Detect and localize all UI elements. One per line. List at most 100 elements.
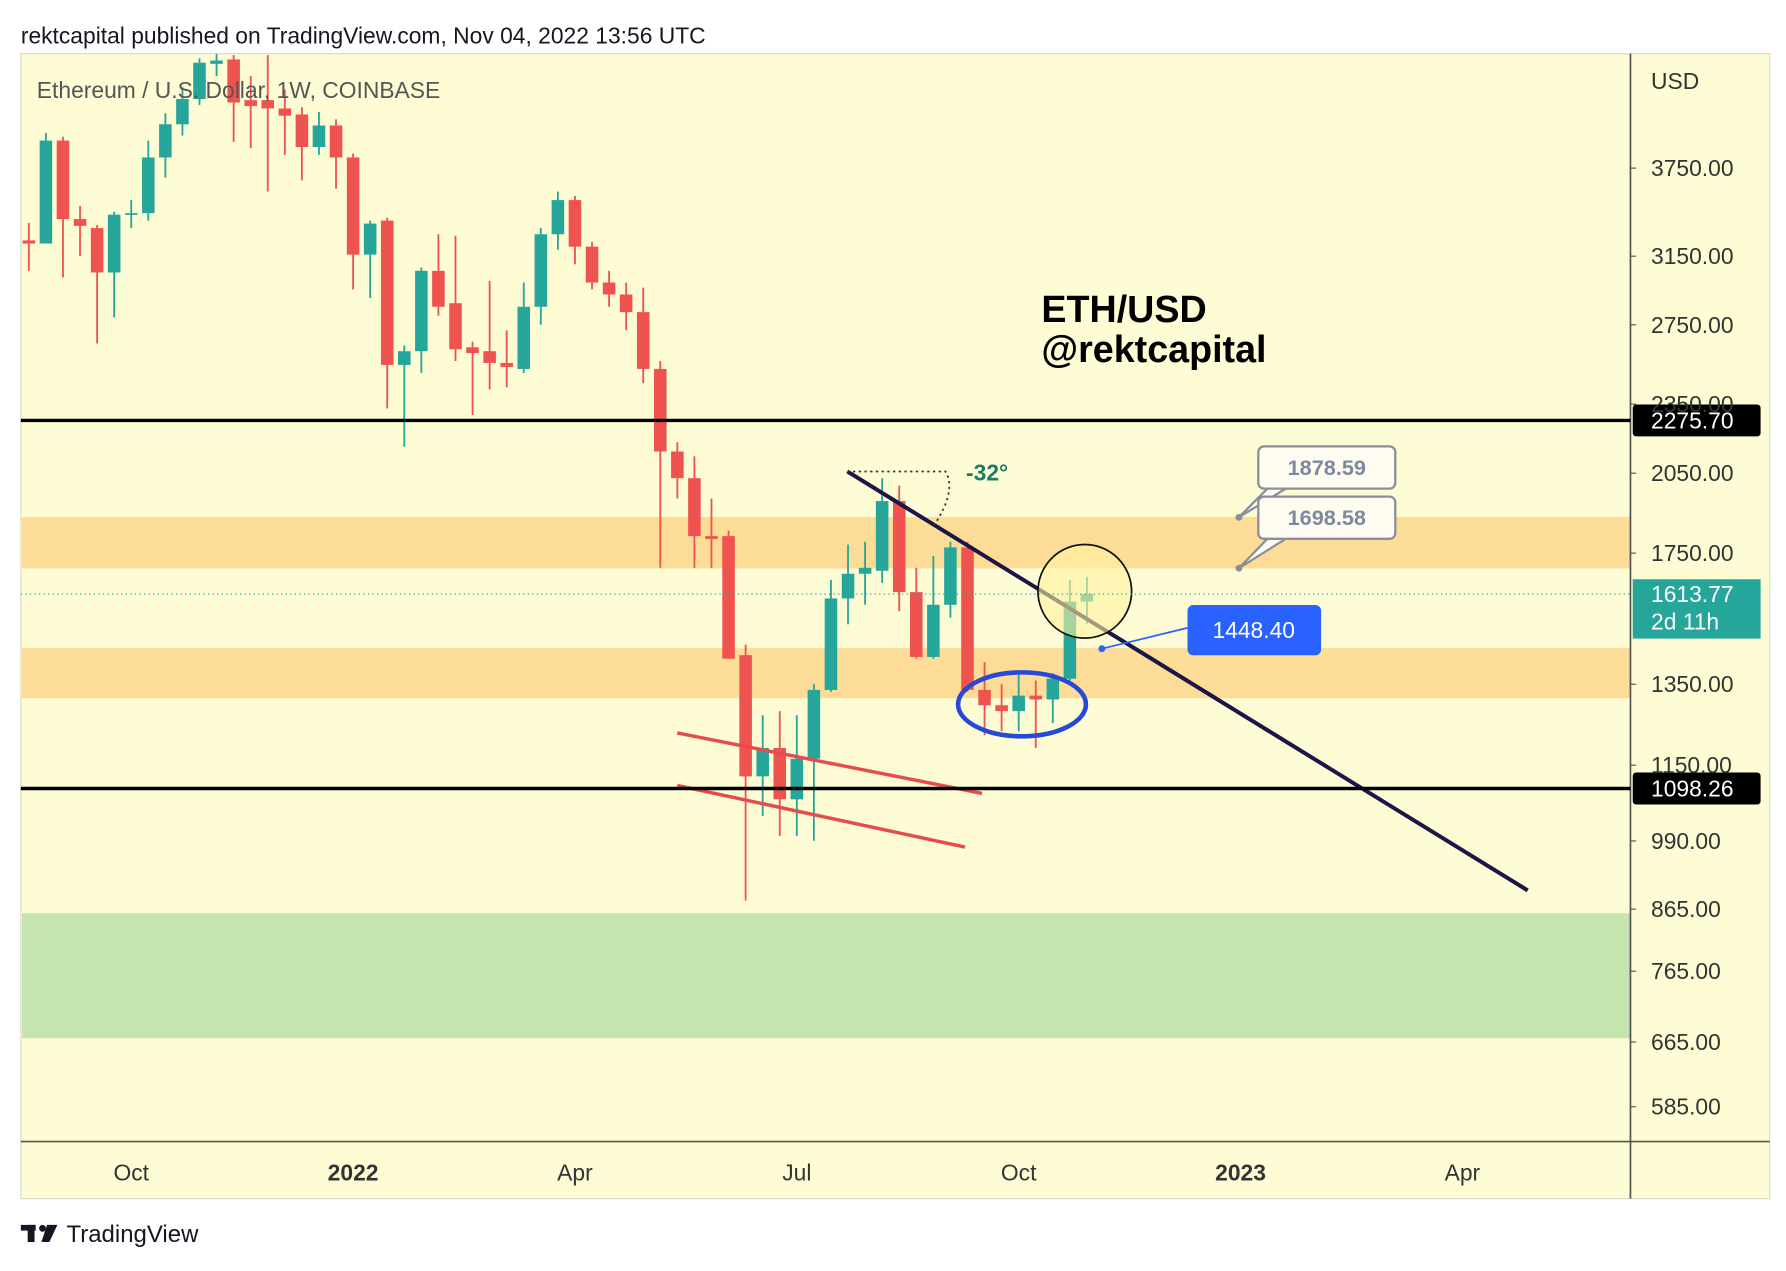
callout-label: 1448.40 xyxy=(1212,617,1295,643)
callout-anchor xyxy=(1235,513,1243,521)
candle-body xyxy=(585,246,599,283)
callout-pointer xyxy=(1101,627,1188,650)
attribution: rektcapital published on TradingView.com… xyxy=(21,22,706,48)
candle-body xyxy=(995,705,1008,712)
candle-body xyxy=(534,234,548,307)
y-tick-label: 1350.00 xyxy=(1651,671,1734,697)
y-tick-label: 1150.00 xyxy=(1651,752,1732,778)
candle-body xyxy=(756,747,769,777)
candle-body xyxy=(517,306,531,369)
zone xyxy=(21,913,1631,1039)
y-tick-label: 2050.00 xyxy=(1651,460,1734,486)
candle-body xyxy=(329,125,343,158)
candle-body xyxy=(602,282,616,295)
x-tick-label: Apr xyxy=(557,1159,593,1185)
candle-body xyxy=(927,604,940,657)
candle-body xyxy=(56,140,70,220)
level-badge xyxy=(1632,772,1761,805)
consolidation-ellipse xyxy=(955,670,1089,739)
candle-body xyxy=(1012,695,1025,712)
candle-body xyxy=(910,592,923,657)
candles xyxy=(22,54,1094,901)
candle-body xyxy=(688,478,701,537)
candle-body xyxy=(278,108,292,116)
callout-box xyxy=(1257,445,1397,490)
candle-body xyxy=(363,223,377,255)
candle-body xyxy=(739,655,752,777)
callout-box xyxy=(1187,605,1322,656)
candle-body xyxy=(466,347,479,354)
candle-body xyxy=(892,501,906,593)
candle-body xyxy=(159,124,172,158)
x-tick-label: 2023 xyxy=(1215,1159,1266,1185)
candle-body xyxy=(1029,695,1043,700)
candle-body xyxy=(1046,678,1060,700)
axis-unit: USD xyxy=(1651,68,1699,94)
brand: TradingView xyxy=(67,1221,200,1248)
candle-body xyxy=(380,220,394,365)
candle-body xyxy=(449,303,462,350)
level-label: 1098.26 xyxy=(1651,775,1734,801)
angle-label: -32° xyxy=(966,460,1008,486)
candle-body xyxy=(244,100,257,107)
candle-body xyxy=(500,362,513,367)
y-tick-label: 865.00 xyxy=(1651,896,1721,922)
highlight-circle xyxy=(1037,543,1133,639)
callout-label: 1698.58 xyxy=(1288,505,1366,530)
candle-body xyxy=(551,200,565,235)
y-tick-label: 665.00 xyxy=(1651,1029,1721,1055)
candle-body xyxy=(193,62,206,99)
level-label: 2275.70 xyxy=(1651,407,1734,433)
y-tick-label: 1750.00 xyxy=(1651,540,1734,566)
last-price-label: 1613.77 xyxy=(1651,581,1734,607)
x-tick-label: Apr xyxy=(1445,1159,1481,1185)
candle-body xyxy=(722,536,735,659)
y-tick-label: 990.00 xyxy=(1651,828,1721,854)
candle-body xyxy=(858,567,872,574)
headline: @rektcapital xyxy=(1041,328,1266,370)
candle-body xyxy=(107,214,121,273)
candle-body xyxy=(807,689,821,759)
level-badge xyxy=(1632,404,1761,437)
candle-body xyxy=(790,758,804,800)
candle-body xyxy=(142,157,155,214)
candle-body xyxy=(432,270,445,307)
x-tick-label: Oct xyxy=(1001,1159,1037,1185)
x-tick-label: Oct xyxy=(113,1159,149,1185)
candle-body xyxy=(841,573,855,599)
candle-body xyxy=(295,114,309,148)
candle-body xyxy=(73,219,87,226)
candle-body xyxy=(90,228,104,273)
candle-body xyxy=(210,60,223,64)
y-tick-label: 2750.00 xyxy=(1651,312,1734,338)
candle-body xyxy=(654,368,667,452)
candle-body xyxy=(671,451,684,479)
candle-body xyxy=(261,100,275,109)
candle-body xyxy=(705,536,718,539)
y-tick-label: 3750.00 xyxy=(1651,155,1734,181)
y-tick-label: 2350.00 xyxy=(1651,391,1734,417)
headline: ETH/USD xyxy=(1041,288,1206,330)
y-tick-label: 585.00 xyxy=(1651,1094,1721,1120)
y-tick-label: 3150.00 xyxy=(1651,243,1734,269)
candle-body xyxy=(636,312,650,369)
candle-body xyxy=(346,157,360,255)
candle-body xyxy=(978,689,991,706)
callout-label: 1878.59 xyxy=(1288,455,1366,480)
candle-body xyxy=(568,200,582,247)
angle-arc xyxy=(847,470,951,526)
x-tick-label: 2022 xyxy=(328,1159,379,1185)
candle-body xyxy=(176,98,189,125)
trend-line xyxy=(846,469,1529,893)
candle-body xyxy=(312,125,326,148)
candle-body xyxy=(415,270,428,352)
candle-body xyxy=(398,351,411,365)
candle-body xyxy=(22,240,36,244)
channel-line xyxy=(676,783,966,849)
chart-title: Ethereum / U.S. Dollar, 1W, COINBASE xyxy=(37,77,440,103)
candle-body xyxy=(824,598,838,690)
candle-body xyxy=(944,547,957,605)
candle-body xyxy=(227,59,240,103)
